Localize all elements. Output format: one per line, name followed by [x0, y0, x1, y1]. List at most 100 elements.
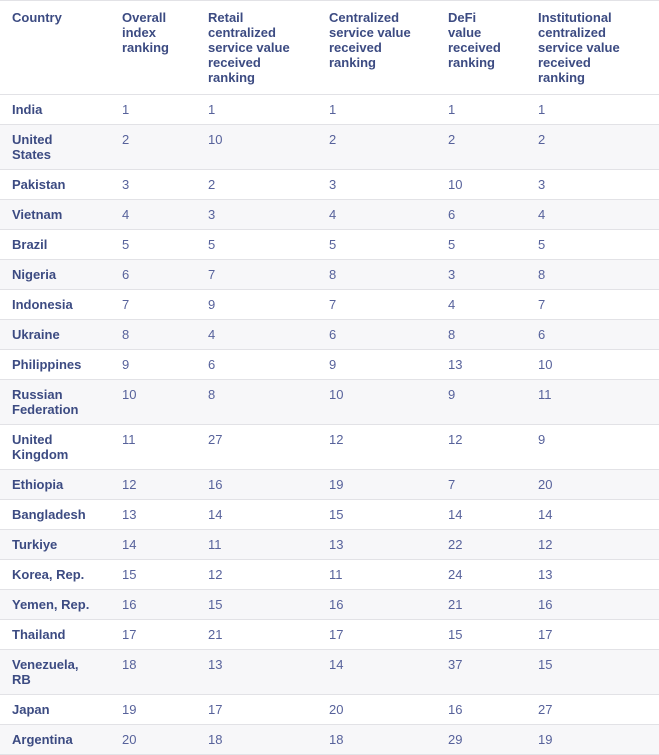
rank-cell: 17	[526, 619, 659, 650]
rank-cell: 1	[110, 94, 196, 125]
rank-cell: 15	[196, 589, 317, 620]
column-header: DeFi value received ranking	[436, 0, 526, 95]
country-cell: Korea, Rep.	[0, 559, 110, 590]
rank-cell: 5	[526, 229, 659, 260]
rank-cell: 17	[317, 619, 436, 650]
table-header: Country Overall index ranking Retail centr…	[0, 0, 659, 95]
rank-cell: 8	[317, 259, 436, 290]
country-cell: Thailand	[0, 619, 110, 650]
rank-cell: 1	[526, 94, 659, 125]
rank-cell: 19	[526, 724, 659, 755]
country-cell: Nigeria	[0, 259, 110, 290]
rank-cell: 11	[196, 529, 317, 560]
table-row: Turkiye 14 11 13 22 12	[0, 529, 659, 560]
table-row: Philippines 9 6 9 13 10	[0, 349, 659, 380]
table-row: Vietnam 4 3 4 6 4	[0, 199, 659, 230]
country-cell: Ethiopia	[0, 469, 110, 500]
rank-cell: 7	[526, 289, 659, 320]
rank-cell: 7	[110, 289, 196, 320]
rank-cell: 13	[526, 559, 659, 590]
rank-cell: 14	[110, 529, 196, 560]
rank-cell: 12	[317, 424, 436, 470]
rank-cell: 16	[196, 469, 317, 500]
rank-cell: 16	[436, 694, 526, 725]
rank-cell: 3	[526, 169, 659, 200]
rank-cell: 21	[436, 589, 526, 620]
table-row: United States 2 10 2 2 2	[0, 124, 659, 170]
rank-cell: 11	[526, 379, 659, 425]
column-header: Centralized service value received ranki…	[317, 0, 436, 95]
rank-cell: 4	[436, 289, 526, 320]
rank-cell: 10	[526, 349, 659, 380]
column-header: Overall index ranking	[110, 0, 196, 95]
rank-cell: 5	[110, 229, 196, 260]
column-header: Country	[0, 0, 110, 95]
rank-cell: 12	[196, 559, 317, 590]
rank-cell: 10	[317, 379, 436, 425]
country-cell: Pakistan	[0, 169, 110, 200]
rank-cell: 15	[317, 499, 436, 530]
column-header: Retail centralized service value receive…	[196, 0, 317, 95]
rank-cell: 10	[110, 379, 196, 425]
rank-cell: 4	[317, 199, 436, 230]
rank-cell: 24	[436, 559, 526, 590]
country-cell: Yemen, Rep.	[0, 589, 110, 620]
rank-cell: 2	[526, 124, 659, 170]
table-row: Japan 19 17 20 16 27	[0, 694, 659, 725]
table-row: Argentina 20 18 18 29 19	[0, 724, 659, 755]
rank-cell: 2	[436, 124, 526, 170]
rank-cell: 10	[436, 169, 526, 200]
rank-cell: 16	[110, 589, 196, 620]
rank-cell: 4	[110, 199, 196, 230]
rank-cell: 18	[317, 724, 436, 755]
rank-cell: 27	[196, 424, 317, 470]
table-row: Thailand 17 21 17 15 17	[0, 619, 659, 650]
country-cell: Brazil	[0, 229, 110, 260]
table-row: Russian Federation 10 8 10 9 11	[0, 379, 659, 425]
country-cell: United Kingdom	[0, 424, 110, 470]
rank-cell: 11	[317, 559, 436, 590]
rank-cell: 1	[196, 94, 317, 125]
table-row: Yemen, Rep. 16 15 16 21 16	[0, 589, 659, 620]
country-cell: Venezuela, RB	[0, 649, 110, 695]
table-row: Ethiopia 12 16 19 7 20	[0, 469, 659, 500]
table-row: Nigeria 6 7 8 3 8	[0, 259, 659, 290]
country-cell: Indonesia	[0, 289, 110, 320]
rank-cell: 15	[436, 619, 526, 650]
table-row: Ukraine 8 4 6 8 6	[0, 319, 659, 350]
rank-cell: 29	[436, 724, 526, 755]
rank-cell: 6	[110, 259, 196, 290]
rank-cell: 17	[110, 619, 196, 650]
rank-cell: 9	[317, 349, 436, 380]
rank-cell: 5	[317, 229, 436, 260]
table-row: United Kingdom 11 27 12 12 9	[0, 424, 659, 470]
rank-cell: 14	[196, 499, 317, 530]
rank-cell: 18	[196, 724, 317, 755]
rank-cell: 2	[110, 124, 196, 170]
rank-cell: 17	[196, 694, 317, 725]
rank-cell: 1	[317, 94, 436, 125]
country-cell: Russian Federation	[0, 379, 110, 425]
rank-cell: 6	[526, 319, 659, 350]
rank-cell: 2	[317, 124, 436, 170]
country-cell: India	[0, 94, 110, 125]
rank-cell: 14	[436, 499, 526, 530]
table-row: Pakistan 3 2 3 10 3	[0, 169, 659, 200]
rank-cell: 9	[110, 349, 196, 380]
table-row: Korea, Rep. 15 12 11 24 13	[0, 559, 659, 590]
country-cell: United States	[0, 124, 110, 170]
rank-cell: 21	[196, 619, 317, 650]
table-row: Bangladesh 13 14 15 14 14	[0, 499, 659, 530]
column-header: Institutional centralized service value …	[526, 0, 659, 95]
rank-cell: 11	[110, 424, 196, 470]
rank-cell: 4	[196, 319, 317, 350]
rank-cell: 13	[317, 529, 436, 560]
rank-cell: 8	[110, 319, 196, 350]
rank-cell: 15	[110, 559, 196, 590]
rank-cell: 10	[196, 124, 317, 170]
rank-cell: 15	[526, 649, 659, 695]
country-cell: Japan	[0, 694, 110, 725]
rank-cell: 8	[196, 379, 317, 425]
table-row: India 1 1 1 1 1	[0, 94, 659, 125]
rank-cell: 9	[196, 289, 317, 320]
